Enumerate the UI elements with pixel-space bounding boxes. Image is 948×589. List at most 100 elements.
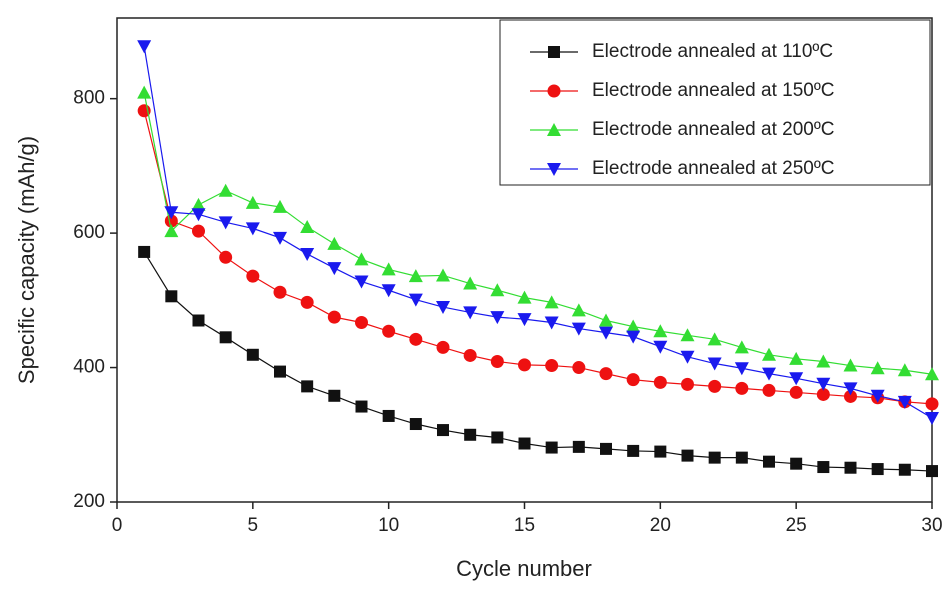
marker (545, 441, 558, 454)
marker (844, 461, 857, 474)
marker (816, 377, 831, 391)
marker (354, 275, 369, 289)
marker (548, 46, 560, 58)
marker (490, 355, 504, 369)
marker (545, 359, 559, 373)
marker (680, 328, 695, 342)
marker (192, 224, 205, 238)
marker (762, 367, 776, 381)
marker (218, 183, 233, 197)
marker (925, 367, 939, 381)
marker (571, 322, 586, 336)
marker (436, 340, 450, 354)
marker (735, 381, 749, 395)
marker (572, 361, 586, 375)
marker (327, 236, 342, 250)
marker (627, 444, 640, 457)
marker (681, 449, 694, 462)
marker (464, 428, 477, 441)
marker (409, 332, 423, 346)
marker (436, 268, 450, 282)
marker (191, 197, 206, 211)
marker (300, 295, 314, 309)
marker (355, 400, 368, 413)
marker (572, 440, 585, 453)
marker (436, 301, 450, 315)
marker (490, 283, 505, 297)
marker (409, 418, 422, 431)
marker (246, 269, 260, 283)
marker (517, 313, 532, 327)
y-tick-label: 400 (73, 357, 105, 378)
marker (246, 348, 259, 361)
marker (138, 245, 151, 258)
marker (762, 347, 776, 361)
marker (544, 316, 559, 330)
marker (680, 350, 695, 364)
marker (354, 252, 369, 266)
marker (164, 214, 178, 228)
marker (599, 326, 613, 340)
marker (382, 324, 396, 338)
marker (844, 389, 857, 403)
marker (626, 319, 641, 333)
marker (218, 216, 233, 230)
legend-label: Electrode annealed at 110ºC (592, 41, 833, 62)
legend-label: Electrode annealed at 200ºC (592, 119, 835, 140)
marker (381, 262, 396, 276)
marker (547, 123, 561, 136)
marker (327, 310, 341, 324)
marker (219, 250, 233, 264)
marker (653, 375, 667, 389)
marker (408, 293, 423, 307)
marker (571, 303, 586, 317)
series-line (143, 92, 933, 375)
x-tick-label: 30 (921, 515, 942, 536)
marker (273, 199, 287, 213)
marker (300, 220, 315, 234)
x-tick-label: 0 (112, 515, 123, 536)
marker (164, 206, 179, 220)
marker (734, 340, 749, 354)
marker (547, 84, 561, 98)
marker (382, 409, 395, 422)
marker (734, 362, 749, 376)
marker (245, 222, 260, 236)
marker (681, 377, 694, 391)
marker (653, 340, 668, 354)
marker (408, 269, 423, 283)
marker (925, 411, 939, 425)
x-tick-label: 20 (650, 515, 671, 536)
marker (273, 231, 287, 245)
marker (137, 85, 152, 99)
marker (491, 431, 504, 444)
marker (437, 424, 449, 437)
marker (600, 442, 612, 455)
y-tick-label: 200 (73, 491, 105, 512)
marker (654, 445, 667, 458)
marker (843, 358, 858, 372)
marker (301, 380, 314, 393)
marker (762, 383, 776, 397)
legend-label: Electrode annealed at 150ºC (592, 80, 835, 101)
x-tick-label: 10 (378, 515, 399, 536)
x-tick-label: 5 (248, 515, 259, 536)
marker (926, 465, 938, 478)
marker (763, 455, 775, 468)
marker (490, 311, 505, 325)
marker (816, 387, 830, 401)
marker (897, 363, 912, 377)
marker (871, 463, 884, 476)
marker (708, 379, 722, 393)
marker (328, 389, 341, 402)
x-tick-label: 25 (786, 515, 807, 536)
marker (191, 208, 206, 222)
series-line (143, 251, 933, 472)
marker (817, 461, 830, 474)
marker (789, 372, 804, 386)
marker (708, 451, 721, 464)
marker (273, 285, 287, 299)
marker (518, 437, 531, 450)
marker (599, 313, 613, 327)
